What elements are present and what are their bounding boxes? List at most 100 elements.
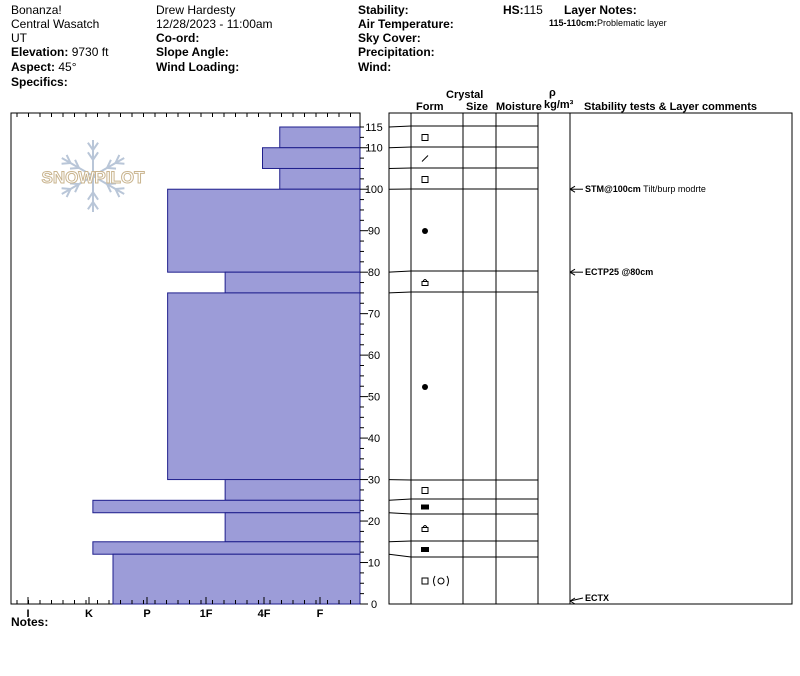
depth-tick-label: 40 (368, 433, 380, 445)
snowflake-branch (106, 183, 112, 193)
layer-note: 115-110cm:Problematic layer (549, 18, 667, 28)
depth-tick-label: 0 (371, 599, 377, 611)
depth-tick-label: 60 (368, 350, 380, 362)
hardness-layer-bar (279, 167, 361, 190)
stability-test-label: STM@100cm Tilt/burp modrte (585, 184, 706, 194)
snowflake-branch (92, 201, 99, 210)
layer-note-range: 115-110cm: (549, 18, 598, 28)
depth-tick-label: 20 (368, 516, 380, 528)
crystal-table-frame (388, 112, 793, 605)
range-name: Central Wasatch (11, 17, 100, 31)
hardness-tick-label: F (317, 608, 324, 620)
hardness-tick-label: 4F (258, 608, 271, 620)
grain-form-rounded-icon (421, 281, 429, 286)
grain-form-paren-open (433, 575, 436, 587)
snowflake-branch (115, 187, 125, 190)
stability-label: Stability: (358, 3, 409, 17)
stability-test-name: STM@100cm (585, 184, 641, 194)
hs-row: HS:115 (503, 3, 543, 17)
hs-label: HS: (503, 3, 524, 17)
snowflake-branch (92, 142, 99, 151)
snowflake-branch (87, 201, 94, 210)
grain-form-circle-icon (437, 577, 445, 585)
snowflake-branch (87, 151, 94, 161)
grain-form-rounded-icon (421, 527, 429, 532)
rho-header: ρ (549, 87, 556, 99)
hardness-tick-label: P (143, 608, 150, 620)
elevation-value: 9730 ft (71, 45, 109, 59)
observer-name: Drew Hardesty (156, 3, 236, 17)
wind-loading-label: Wind Loading: (156, 60, 240, 74)
snowpilot-logo: SNOWPILOT (41, 140, 146, 212)
hardness-layer-bar (167, 188, 361, 273)
depth-tick-label: 10 (368, 558, 380, 570)
notes-label: Notes: (11, 615, 49, 629)
grain-form-paren-close (446, 575, 449, 587)
stability-test-arrowhead (569, 597, 576, 605)
grain-form-rounded-cap (422, 525, 428, 528)
grain-form-square-icon (421, 577, 429, 585)
hardness-layer-bar (279, 126, 361, 149)
snowflake-arm (61, 175, 94, 195)
depth-tick-label: 50 (368, 392, 380, 404)
specifics-label: Specifics: (11, 75, 68, 89)
depth-tick-label: 30 (368, 475, 380, 487)
grain-form-square-icon (421, 176, 429, 183)
snowflake-branch (114, 188, 121, 198)
snowflake-branch (61, 187, 71, 190)
hardness-layer-bar (92, 499, 361, 514)
stability-test-name: ECTX (585, 593, 609, 603)
slope-angle-label: Slope Angle: (156, 45, 229, 59)
grain-form-square-icon (421, 487, 429, 494)
elevation-label: Elevation: (11, 45, 69, 59)
layer-connector (388, 146, 412, 149)
snowflake-branch (61, 162, 71, 165)
hs-value: 115 (523, 3, 543, 17)
hardness-layer-bar (224, 512, 361, 543)
snowflake-branch (74, 183, 80, 193)
stability-tests: STM@100cm Tilt/burp modrte ECTP25 @80cm EC… (569, 184, 706, 605)
grain-form-dot-icon (422, 228, 428, 234)
form-header: Form (416, 101, 444, 113)
depth-tick-label: 80 (368, 267, 380, 279)
snowflake-branch (69, 166, 80, 170)
moisture-header: Moisture (496, 101, 542, 113)
aspect-row: Aspect: 45° (11, 60, 77, 74)
snowflake-branch (115, 162, 125, 165)
hardness-tick-label: I (26, 608, 29, 620)
crystal-header: Crystal (446, 89, 484, 101)
depth-tick-label: 115 (365, 122, 383, 134)
stability-test-arrowhead (569, 268, 576, 276)
grain-form-dot-icon (422, 384, 428, 390)
snowflake-arm (92, 157, 125, 177)
coord-label: Co-ord: (156, 31, 200, 45)
depth-axis: 0 10 20 30 40 50 60 70 80 90 100 110 115 (360, 122, 383, 611)
grain-form-rounded-cap (422, 279, 428, 282)
location-name: Bonanza! (11, 3, 62, 17)
stability-test-label: ECTP25 @80cm (585, 267, 653, 277)
grain-form-filled-icon (421, 504, 429, 510)
layer-notes-label: Layer Notes: (564, 3, 637, 17)
layer-connector (388, 553, 412, 558)
snowflake-arm (92, 175, 125, 195)
hardness-layer-bar (92, 541, 361, 555)
hardness-layer-bar (167, 292, 361, 481)
hardness-tick-label: 1F (200, 608, 213, 620)
layer-connector (388, 270, 412, 273)
aspect-label: Aspect: (11, 60, 56, 74)
aspect-value: 45° (58, 60, 77, 74)
snowflake-branch (65, 188, 72, 198)
snowflake-arm (61, 157, 94, 177)
layer-connector (388, 540, 412, 543)
hardness-tick-label: K (85, 608, 93, 620)
snowflake-branch (87, 142, 94, 151)
stability-test-label: ECTX (585, 593, 609, 603)
state-name: UT (11, 31, 27, 45)
air-temperature-label: Air Temperature: (358, 17, 454, 31)
sky-cover-label: Sky Cover: (358, 31, 421, 45)
size-header: Size (466, 101, 489, 113)
logo-text: SNOWPILOT (42, 168, 146, 187)
layer-connector (388, 125, 412, 128)
grain-form-symbols (421, 134, 449, 587)
